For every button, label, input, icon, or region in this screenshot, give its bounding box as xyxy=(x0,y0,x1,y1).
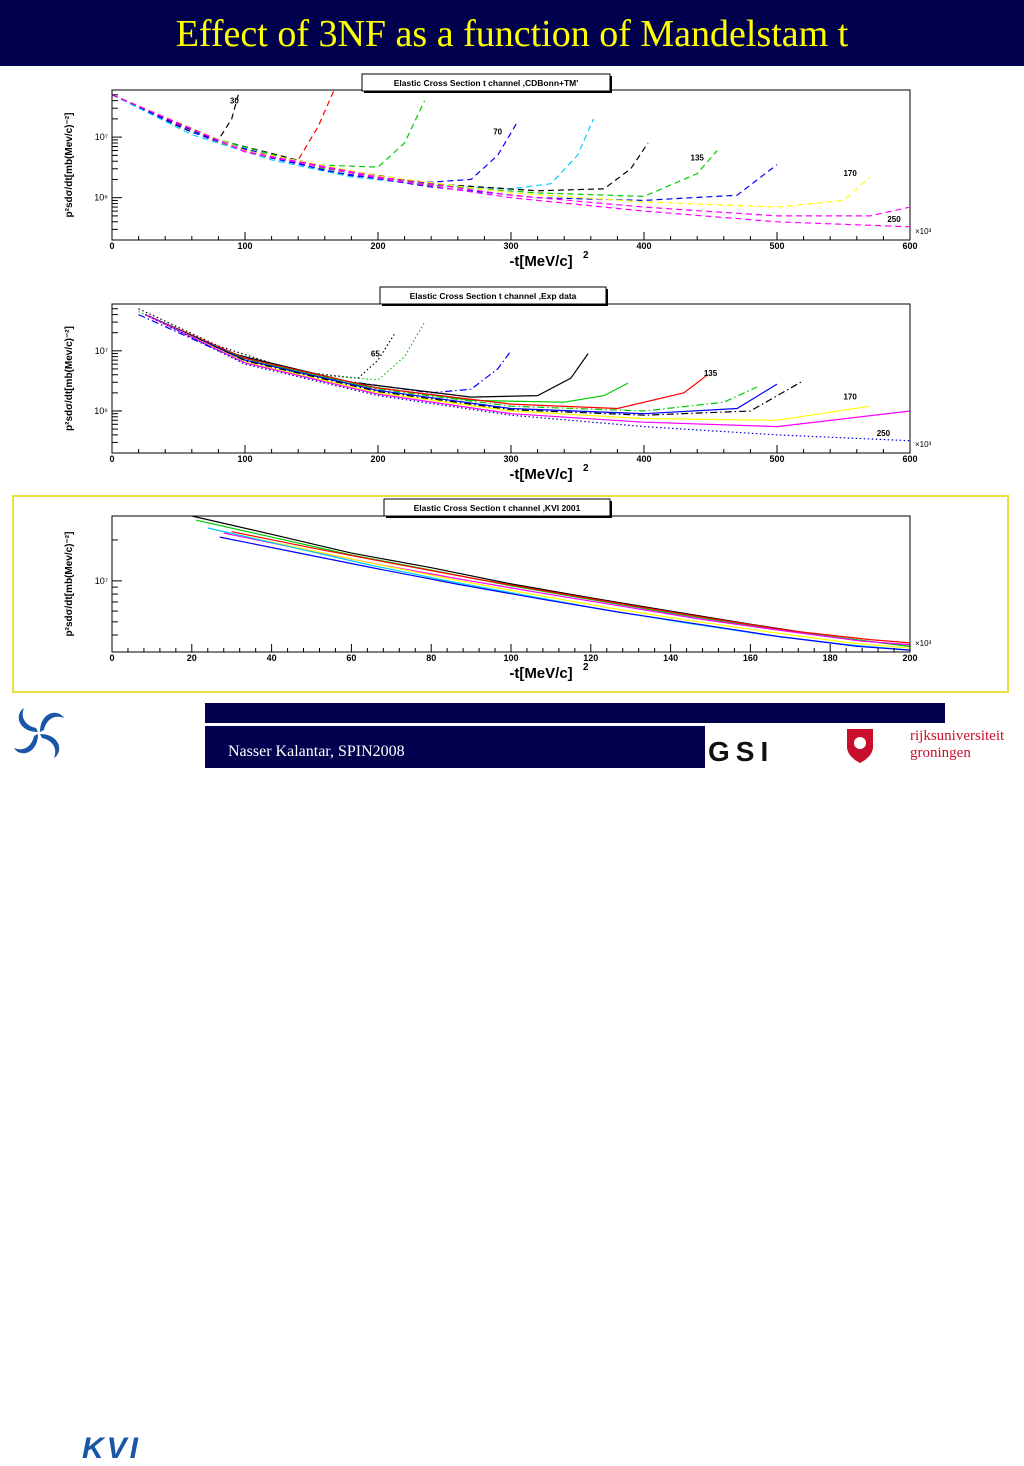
gsi-logo: GSI xyxy=(708,736,775,767)
x-tick-label: 120 xyxy=(583,653,598,663)
kvi-swirl-icon xyxy=(14,708,64,758)
footer-author: Nasser Kalantar, SPIN2008 xyxy=(228,743,405,760)
y-tick-label: 10⁷ xyxy=(95,346,108,356)
chart-title-box xyxy=(379,286,607,305)
x-tick-label: 0 xyxy=(109,241,114,251)
energy-label: 250 xyxy=(877,429,891,438)
energy-label: 70 xyxy=(493,128,502,137)
x-tick-label: 140 xyxy=(663,653,678,663)
energy-label: 30 xyxy=(230,96,239,105)
energy-label: 170 xyxy=(843,393,857,402)
x-tick-label: 400 xyxy=(636,454,651,464)
rug-logo-line1: rijksuniversiteit xyxy=(910,728,1005,744)
x-tick-label: 60 xyxy=(346,653,356,663)
energy-label: 250 xyxy=(887,215,901,224)
x-tick-label: 500 xyxy=(769,454,784,464)
x-tick-label: 20 xyxy=(187,653,197,663)
series-line xyxy=(145,314,911,442)
x-axis-label: -t[MeV/c] xyxy=(509,665,572,682)
y-axis-label: p²sdσ/dt[mb(Mev/c)⁻²] xyxy=(64,113,75,218)
y-axis-label: p²sdσ/dt[mb(Mev/c)⁻²] xyxy=(64,326,75,431)
footer-band xyxy=(205,703,945,723)
chart-title-box xyxy=(361,73,611,92)
series-line xyxy=(145,314,871,421)
chart-title-box xyxy=(383,498,611,517)
x-tick-label: 160 xyxy=(743,653,758,663)
slide-title: Effect of 3NF as a function of Mandelsta… xyxy=(175,13,849,55)
x-tick-label: 600 xyxy=(902,454,917,464)
footer-box xyxy=(205,726,705,768)
plot-frame xyxy=(111,303,911,454)
x-multiplier-label: ×10³ xyxy=(915,639,932,648)
x-multiplier-label: ×10³ xyxy=(915,227,932,236)
y-tick-label: 10⁷ xyxy=(95,132,108,142)
series-line xyxy=(145,314,709,410)
x-tick-label: 100 xyxy=(503,653,518,663)
x-tick-label: 200 xyxy=(370,454,385,464)
x-tick-label: 300 xyxy=(503,454,518,464)
series-line xyxy=(145,314,758,412)
x-tick-label: 100 xyxy=(237,241,252,251)
series-line xyxy=(111,94,718,198)
x-axis-label-exponent: 2 xyxy=(583,463,589,474)
x-tick-label: 400 xyxy=(636,241,651,251)
rug-crest-icon xyxy=(847,729,873,763)
series-line xyxy=(219,536,911,651)
x-tick-label: 80 xyxy=(426,653,436,663)
series-line xyxy=(145,314,911,428)
x-axis-label: -t[MeV/c] xyxy=(509,253,572,270)
x-tick-label: 500 xyxy=(769,241,784,251)
kvi-highlight-frame xyxy=(12,495,1009,693)
series-line xyxy=(111,94,871,208)
energy-label: 135 xyxy=(704,369,718,378)
x-tick-label: 0 xyxy=(109,653,114,663)
x-axis-label-exponent: 2 xyxy=(583,250,589,261)
x-tick-label: 200 xyxy=(902,653,917,663)
series-line xyxy=(138,308,396,379)
chart-title: Elastic Cross Section t channel ,KVI 200… xyxy=(414,503,581,513)
x-tick-label: 180 xyxy=(823,653,838,663)
x-tick-label: 40 xyxy=(267,653,277,663)
x-tick-label: 0 xyxy=(109,454,114,464)
y-tick-label: 10⁶ xyxy=(94,193,108,203)
series-line xyxy=(145,314,804,416)
x-tick-label: 100 xyxy=(237,454,252,464)
energy-label: 170 xyxy=(843,169,857,178)
x-tick-label: 300 xyxy=(503,241,518,251)
chart-title: Elastic Cross Section t channel ,CDBonn+… xyxy=(394,78,579,88)
series-line xyxy=(111,94,911,217)
energy-label: 65 xyxy=(371,350,380,359)
energy-label: 135 xyxy=(691,154,705,163)
title-bar: Effect of 3NF as a function of Mandelsta… xyxy=(0,0,1024,66)
x-tick-label: 200 xyxy=(370,241,385,251)
x-axis-label-exponent: 2 xyxy=(583,662,589,673)
kvi-logo: KVI xyxy=(0,700,205,1465)
chart-title: Elastic Cross Section t channel ,Exp dat… xyxy=(410,291,577,301)
rug-logo-line2: groningen xyxy=(910,745,971,761)
series-line xyxy=(138,314,512,394)
x-tick-label: 600 xyxy=(902,241,917,251)
series-line xyxy=(111,94,911,228)
x-axis-label: -t[MeV/c] xyxy=(509,466,572,483)
series-line xyxy=(145,314,778,415)
kvi-logo-text: KVI xyxy=(82,1432,142,1465)
x-multiplier-label: ×10³ xyxy=(915,440,932,449)
y-axis-label: p²sdσ/dt[mb(Mev/c)⁻²] xyxy=(64,532,75,637)
series-line xyxy=(231,531,911,644)
y-tick-label: 10⁷ xyxy=(95,576,108,586)
series-line xyxy=(211,528,911,649)
y-tick-label: 10⁶ xyxy=(94,406,108,416)
plot-frame xyxy=(111,89,911,241)
